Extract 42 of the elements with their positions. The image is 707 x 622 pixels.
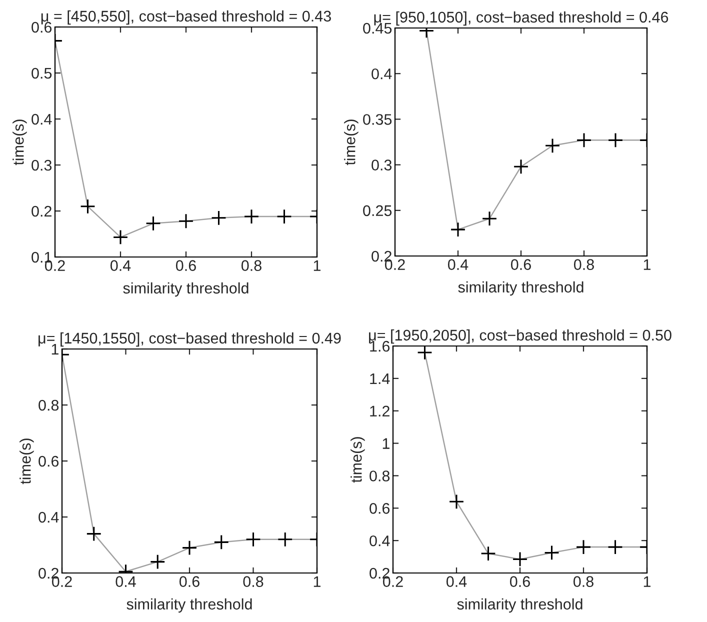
x-tick-label: 0.8 <box>243 576 264 587</box>
y-tick-label: 0.6 <box>38 456 59 467</box>
y-tick-label: 0.35 <box>363 114 392 125</box>
x-tick-label: 0.8 <box>574 259 594 270</box>
x-tick-label: 1 <box>314 260 321 271</box>
y-axis-title: time(s) <box>344 120 358 166</box>
y-axis-title: time(s) <box>12 120 27 166</box>
x-tick-label: 1 <box>644 259 651 270</box>
y-tick-label: 0.4 <box>32 114 52 125</box>
x-axis-title: similarity threshold <box>457 598 582 613</box>
x-tick-label: 0.6 <box>176 260 196 271</box>
y-axis-title: time(s) <box>350 437 365 483</box>
x-tick-label: 0.8 <box>241 260 262 271</box>
x-tick-label: 0.6 <box>510 259 531 270</box>
x-tick-label: 0.4 <box>110 260 131 271</box>
x-tick-label: 1 <box>644 576 651 587</box>
y-tick-label: 1 <box>52 344 58 355</box>
y-tick-label: 0.2 <box>32 206 52 217</box>
y-tick-label: 0.4 <box>372 68 392 80</box>
x-tick-label: 0.4 <box>448 259 468 270</box>
x-tick-label: 0.6 <box>510 576 530 587</box>
y-axis-title: time(s) <box>20 438 34 484</box>
y-tick-label: 0.3 <box>372 160 392 170</box>
x-axis-title: similarity threshold <box>123 282 248 297</box>
y-tick-label: 0.8 <box>38 400 59 411</box>
y-tick-label: 0.3 <box>32 160 52 171</box>
y-tick-label: 0.4 <box>370 535 390 546</box>
x-tick-label: 0.4 <box>116 576 136 587</box>
x-axis-title: similarity threshold <box>458 281 584 296</box>
y-tick-label: 1.4 <box>370 373 390 384</box>
x-tick-label: 0.6 <box>179 576 200 587</box>
y-tick-label: 0.5 <box>32 68 52 79</box>
x-tick-label: 1 <box>314 576 321 587</box>
x-tick-label: 0.4 <box>446 576 467 587</box>
x-axis-title: similarity threshold <box>126 598 252 613</box>
y-tick-label: 1 <box>382 438 390 449</box>
y-tick-label: 0.25 <box>363 205 392 216</box>
y-tick-label: 0.8 <box>370 470 390 482</box>
y-tick-label: 1.2 <box>370 406 390 416</box>
x-tick-label: 0.8 <box>573 576 594 587</box>
y-tick-label: 0.4 <box>38 512 59 523</box>
y-tick-label: 0.6 <box>370 503 390 514</box>
